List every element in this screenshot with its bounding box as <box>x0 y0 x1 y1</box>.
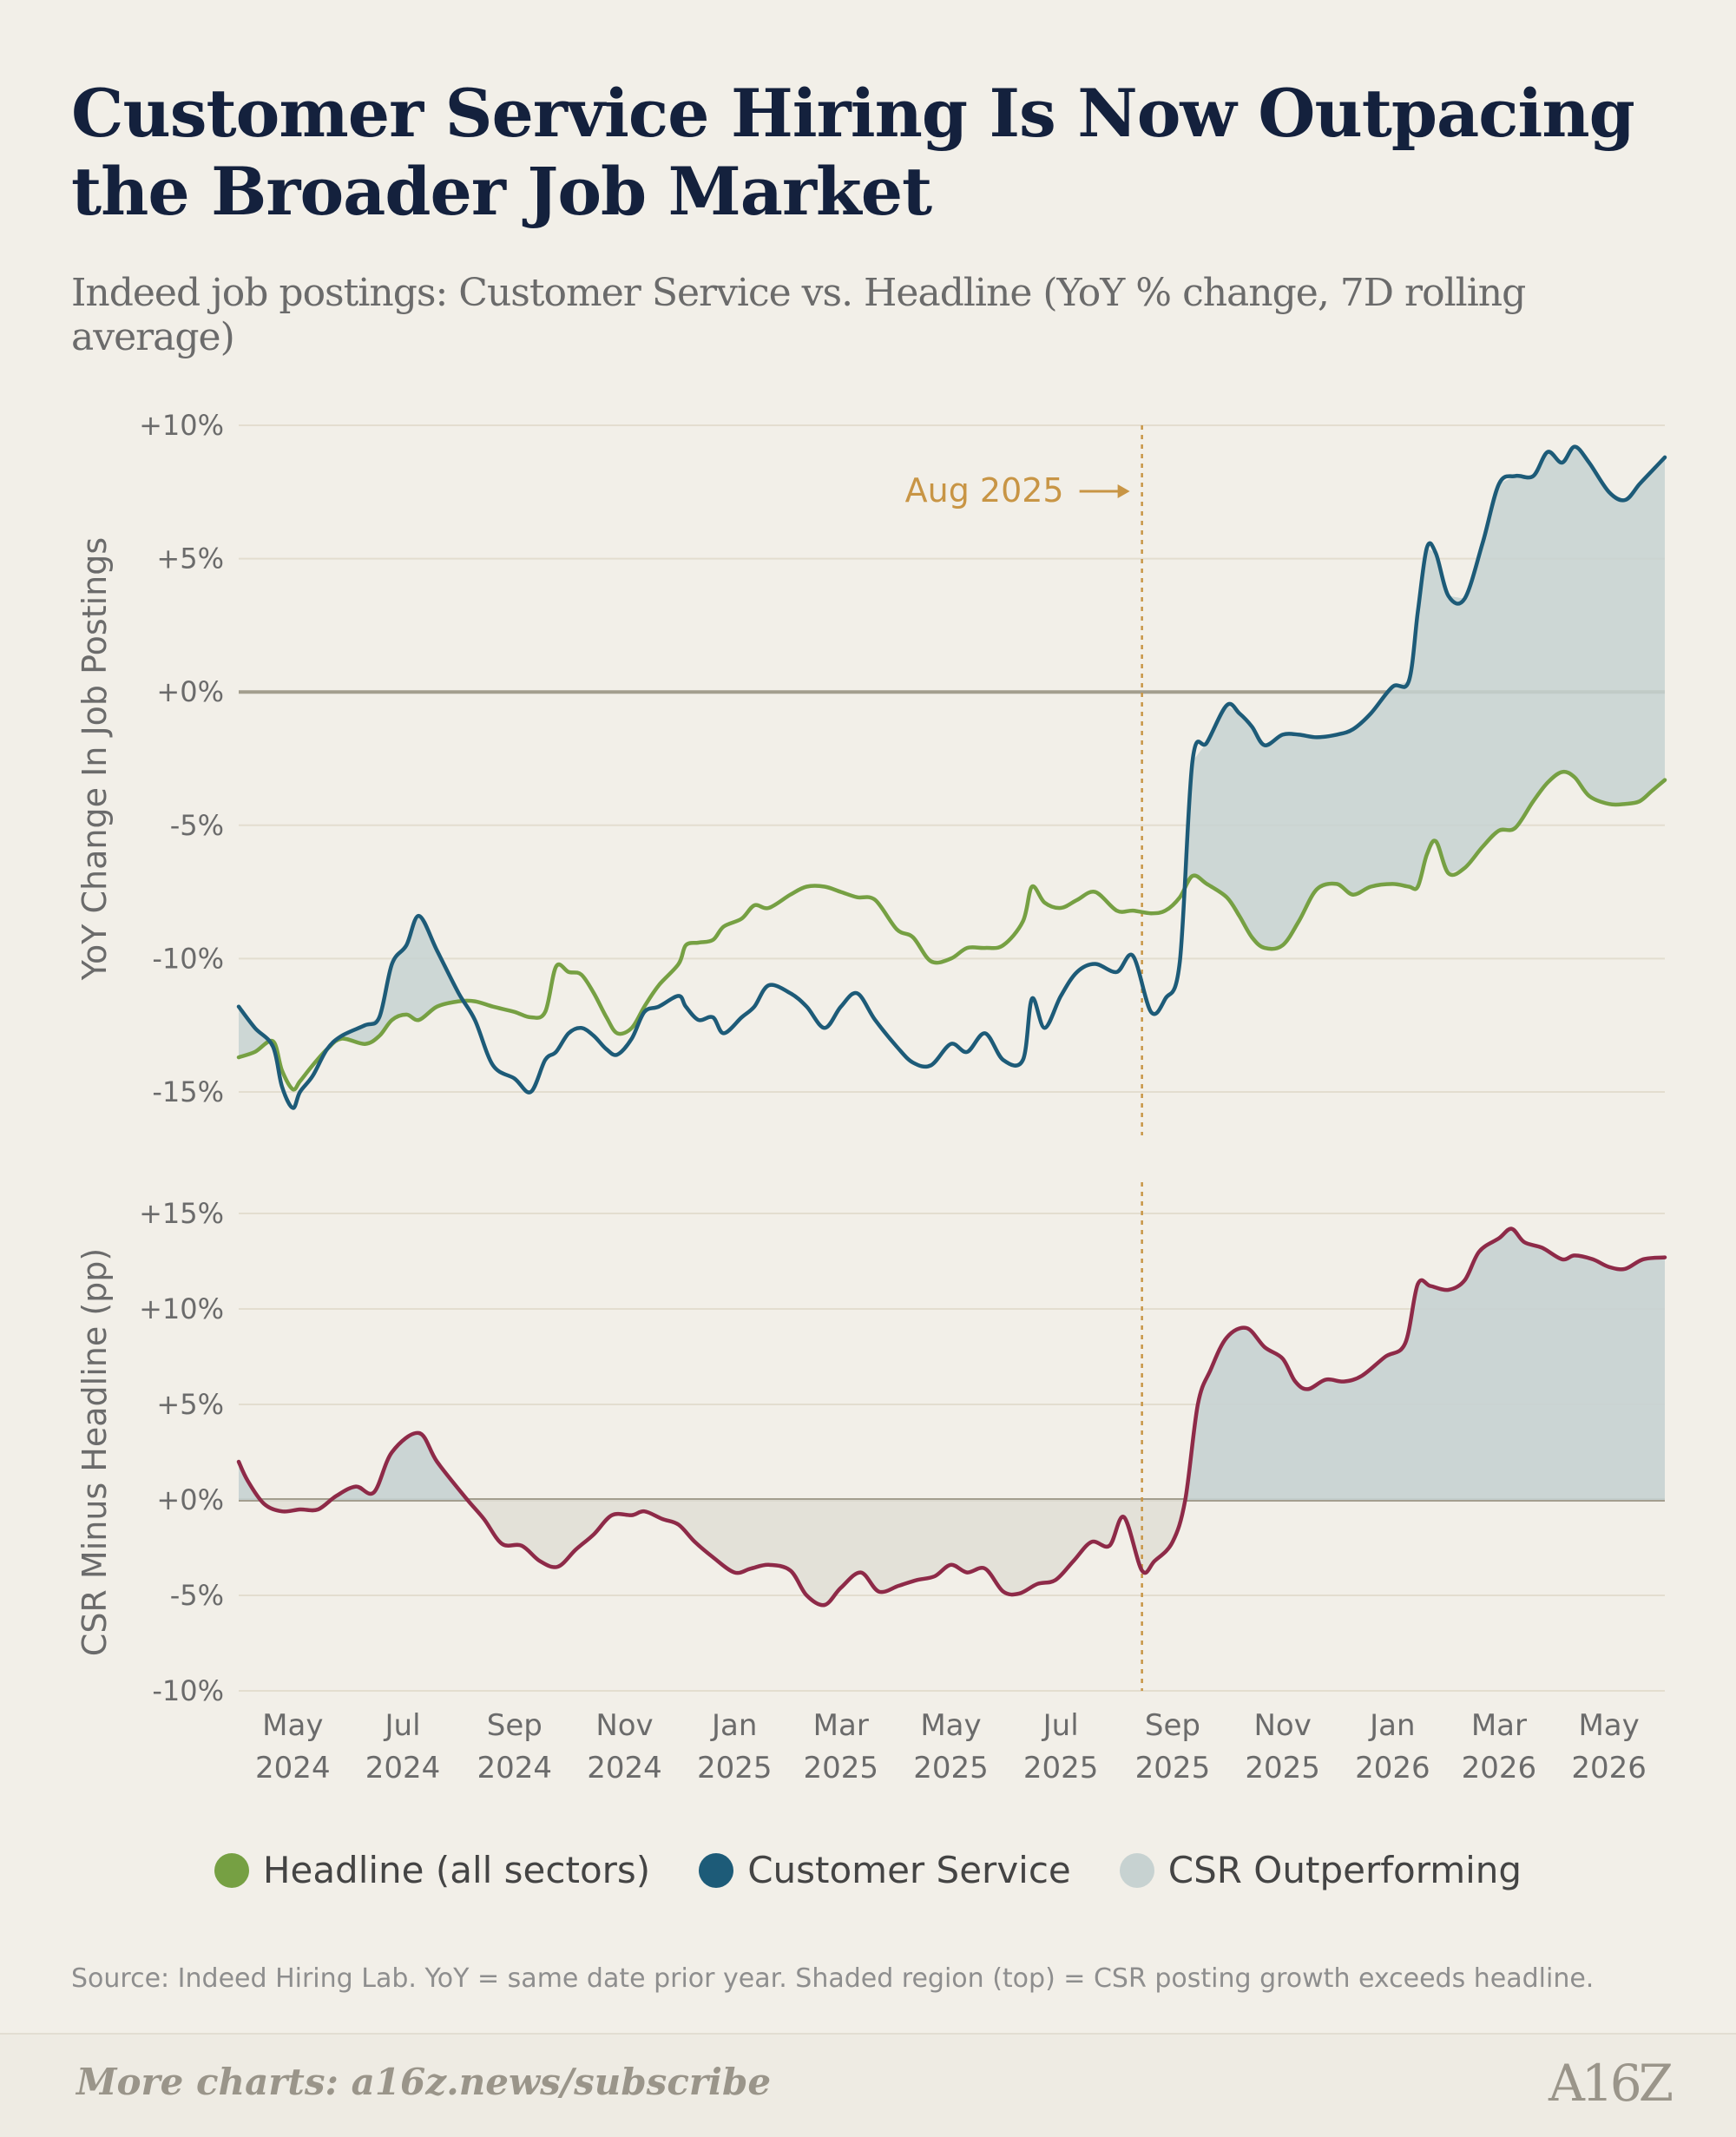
bottom-ytick-label-2: +5% <box>156 1388 224 1421</box>
source-note: Source: Indeed Hiring Lab. YoY = same da… <box>71 1963 1595 1994</box>
top-ytick-label-2: +0% <box>156 675 224 708</box>
footer-link[interactable]: More charts: a16z.news/subscribe <box>76 2061 772 2103</box>
bottom-y-axis-label: CSR Minus Headline (pp) <box>76 1248 114 1656</box>
xtick-month-0: May <box>262 1708 323 1743</box>
xtick-month-5: Mar <box>813 1708 869 1743</box>
chart-subtitle: Indeed job postings: Customer Service vs… <box>71 271 1526 359</box>
xtick-year-0: 2024 <box>255 1751 331 1785</box>
top-ytick-label-3: -5% <box>170 809 224 842</box>
a16z-logo: A16Z <box>1549 2054 1674 2113</box>
legend-item-customer-service: Customer Service <box>699 1849 1071 1891</box>
xtick-year-7: 2025 <box>1023 1751 1099 1785</box>
legend-label-csr-outperforming: CSR Outperforming <box>1167 1849 1522 1891</box>
xtick-year-6: 2025 <box>913 1751 989 1785</box>
bottom-ytick-label-4: -5% <box>170 1579 224 1612</box>
customer-service-series-line <box>236 444 1667 1110</box>
legend-label-headline: Headline (all sectors) <box>262 1849 651 1891</box>
top-y-axis-label: YoY Change In Job Postings <box>76 537 114 981</box>
top-ytick-label-4: -10% <box>152 942 224 975</box>
xtick-year-12: 2026 <box>1571 1751 1647 1785</box>
xtick-month-4: Jan <box>710 1708 757 1743</box>
chart-title: Customer Service Hiring Is Now Outpacing… <box>71 75 1635 230</box>
bottom-positive-shade <box>239 1228 1665 1500</box>
xtick-month-6: May <box>920 1708 981 1743</box>
legend-swatch-headline <box>214 1852 249 1888</box>
bottom-ytick-label-5: -10% <box>152 1674 224 1707</box>
bottom-ytick-label-1: +10% <box>139 1292 224 1325</box>
xtick-year-8: 2025 <box>1135 1751 1211 1785</box>
legend-swatch-csr-outperforming <box>1119 1852 1154 1888</box>
xtick-month-1: Jul <box>384 1708 421 1743</box>
bottom-negative-shade <box>239 1500 1665 1606</box>
xtick-month-3: Nov <box>595 1708 653 1743</box>
csr-minus-headline-series-line <box>236 1226 1667 1608</box>
headline-series-line <box>236 769 1667 1092</box>
top-outperform-shade-1 <box>328 916 463 1049</box>
xtick-year-11: 2026 <box>1462 1751 1537 1785</box>
top-ytick-label-5: -15% <box>152 1075 224 1108</box>
annotation-label: Aug 2025 <box>905 471 1064 510</box>
xtick-year-3: 2024 <box>587 1751 662 1785</box>
top-outperform-shade-2 <box>1185 446 1665 949</box>
xtick-year-9: 2025 <box>1245 1751 1320 1785</box>
xtick-month-11: Mar <box>1471 1708 1527 1743</box>
annotation-arrow-head <box>1117 484 1130 498</box>
footer-bar <box>0 2033 1736 2137</box>
legend-item-csr-outperforming: CSR Outperforming <box>1119 1849 1522 1891</box>
top-ytick-label-0: +10% <box>139 409 224 442</box>
xtick-year-4: 2025 <box>697 1751 773 1785</box>
legend-swatch-customer-service <box>699 1852 734 1888</box>
xtick-month-12: May <box>1578 1708 1639 1743</box>
xtick-month-9: Nov <box>1253 1708 1311 1743</box>
xtick-month-10: Jan <box>1368 1708 1415 1743</box>
xtick-month-2: Sep <box>487 1708 542 1743</box>
xtick-month-7: Jul <box>1042 1708 1079 1743</box>
xtick-year-5: 2025 <box>803 1751 878 1785</box>
top-ytick-label-1: +5% <box>156 542 224 575</box>
bottom-ytick-label-0: +15% <box>139 1197 224 1230</box>
legend-label-customer-service: Customer Service <box>747 1849 1071 1891</box>
legend: Headline (all sectors) Customer Service … <box>0 1849 1736 1891</box>
xtick-month-8: Sep <box>1145 1708 1200 1743</box>
bottom-ytick-label-3: +0% <box>156 1483 224 1516</box>
xtick-year-10: 2026 <box>1355 1751 1430 1785</box>
xtick-year-2: 2024 <box>477 1751 553 1785</box>
legend-item-headline: Headline (all sectors) <box>214 1849 650 1891</box>
xtick-year-1: 2024 <box>365 1751 441 1785</box>
